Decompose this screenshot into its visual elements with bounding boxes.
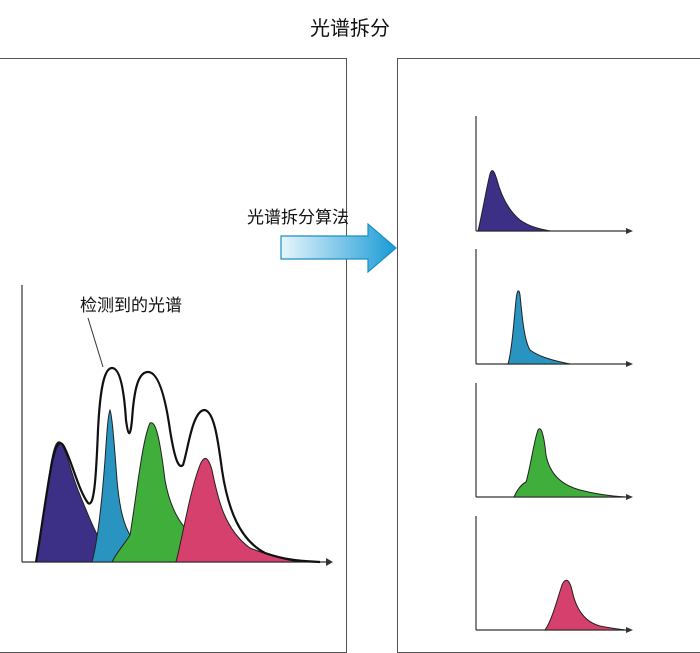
right-axes-2	[475, 249, 628, 365]
right-axis-4-arrowhead	[626, 627, 633, 633]
right-peak-red	[544, 579, 626, 631]
right-axis-1-arrowhead	[626, 228, 633, 234]
right-peak-blue	[507, 290, 571, 365]
left-peak-red	[175, 457, 301, 563]
right-axis-2-arrowhead	[626, 361, 633, 367]
arrow-shape	[280, 222, 397, 274]
arrow-label: 光谱拆分算法	[247, 208, 349, 228]
detected-label-leader	[87, 317, 104, 368]
right-axes-4	[475, 516, 628, 631]
right-panel	[397, 58, 700, 653]
detected-spectrum-label: 检测到的光谱	[80, 296, 182, 316]
left-x-axis-arrowhead	[326, 558, 333, 566]
right-peak-green	[513, 428, 626, 498]
detected-spectrum-curve	[34, 366, 321, 564]
right-peak-purple	[477, 170, 551, 232]
figure-title: 光谱拆分	[310, 16, 390, 40]
right-axis-3-arrowhead	[626, 494, 633, 500]
